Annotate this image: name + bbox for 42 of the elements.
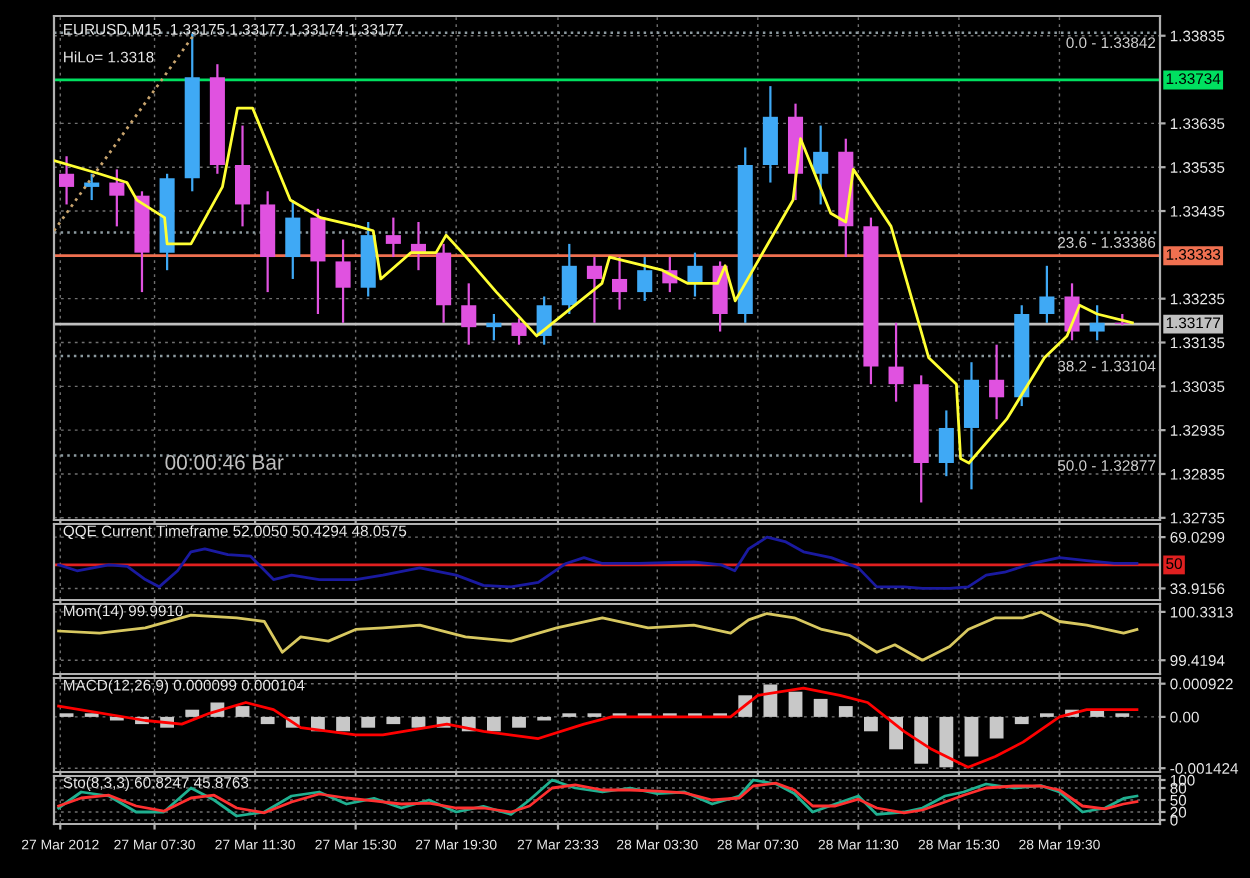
bar: [386, 716, 401, 725]
candlestick: [637, 255, 653, 302]
candlestick: [385, 216, 401, 259]
candlestick: [1089, 304, 1105, 342]
bar: [512, 716, 526, 728]
annotation: 00:00:46 Bar: [165, 455, 284, 470]
candlestick: [511, 317, 527, 346]
candlestick: [461, 282, 477, 346]
candlestick: [561, 242, 577, 316]
bar: [864, 716, 878, 732]
candlestick: [335, 238, 351, 324]
bar: [361, 716, 376, 728]
bar: [813, 698, 828, 717]
candlestick: [310, 207, 326, 316]
candlestick: [813, 124, 829, 206]
bar: [914, 716, 929, 764]
bar: [411, 716, 426, 728]
bar: [838, 706, 853, 717]
candlestick: [59, 155, 75, 206]
candlestick: [285, 198, 301, 281]
candlestick: [109, 168, 125, 228]
candlestick: [486, 312, 502, 342]
bar: [763, 684, 778, 717]
candlestick: [586, 255, 602, 324]
bar: [486, 716, 501, 732]
bar: [964, 716, 979, 757]
candlestick: [687, 251, 703, 298]
bar: [1014, 716, 1029, 725]
bar: [939, 716, 954, 768]
bar: [235, 706, 250, 717]
bar: [336, 716, 350, 732]
candlestick: [938, 409, 954, 478]
bar: [989, 716, 1004, 739]
candlestick: [1039, 264, 1055, 324]
candlestick: [989, 343, 1005, 421]
line-series: [57, 535, 1139, 590]
candlestick: [612, 255, 628, 311]
candlestick: [234, 124, 251, 228]
candlestick: [888, 321, 904, 403]
bar: [260, 716, 275, 725]
bar: [185, 709, 200, 717]
bar: [788, 691, 803, 717]
